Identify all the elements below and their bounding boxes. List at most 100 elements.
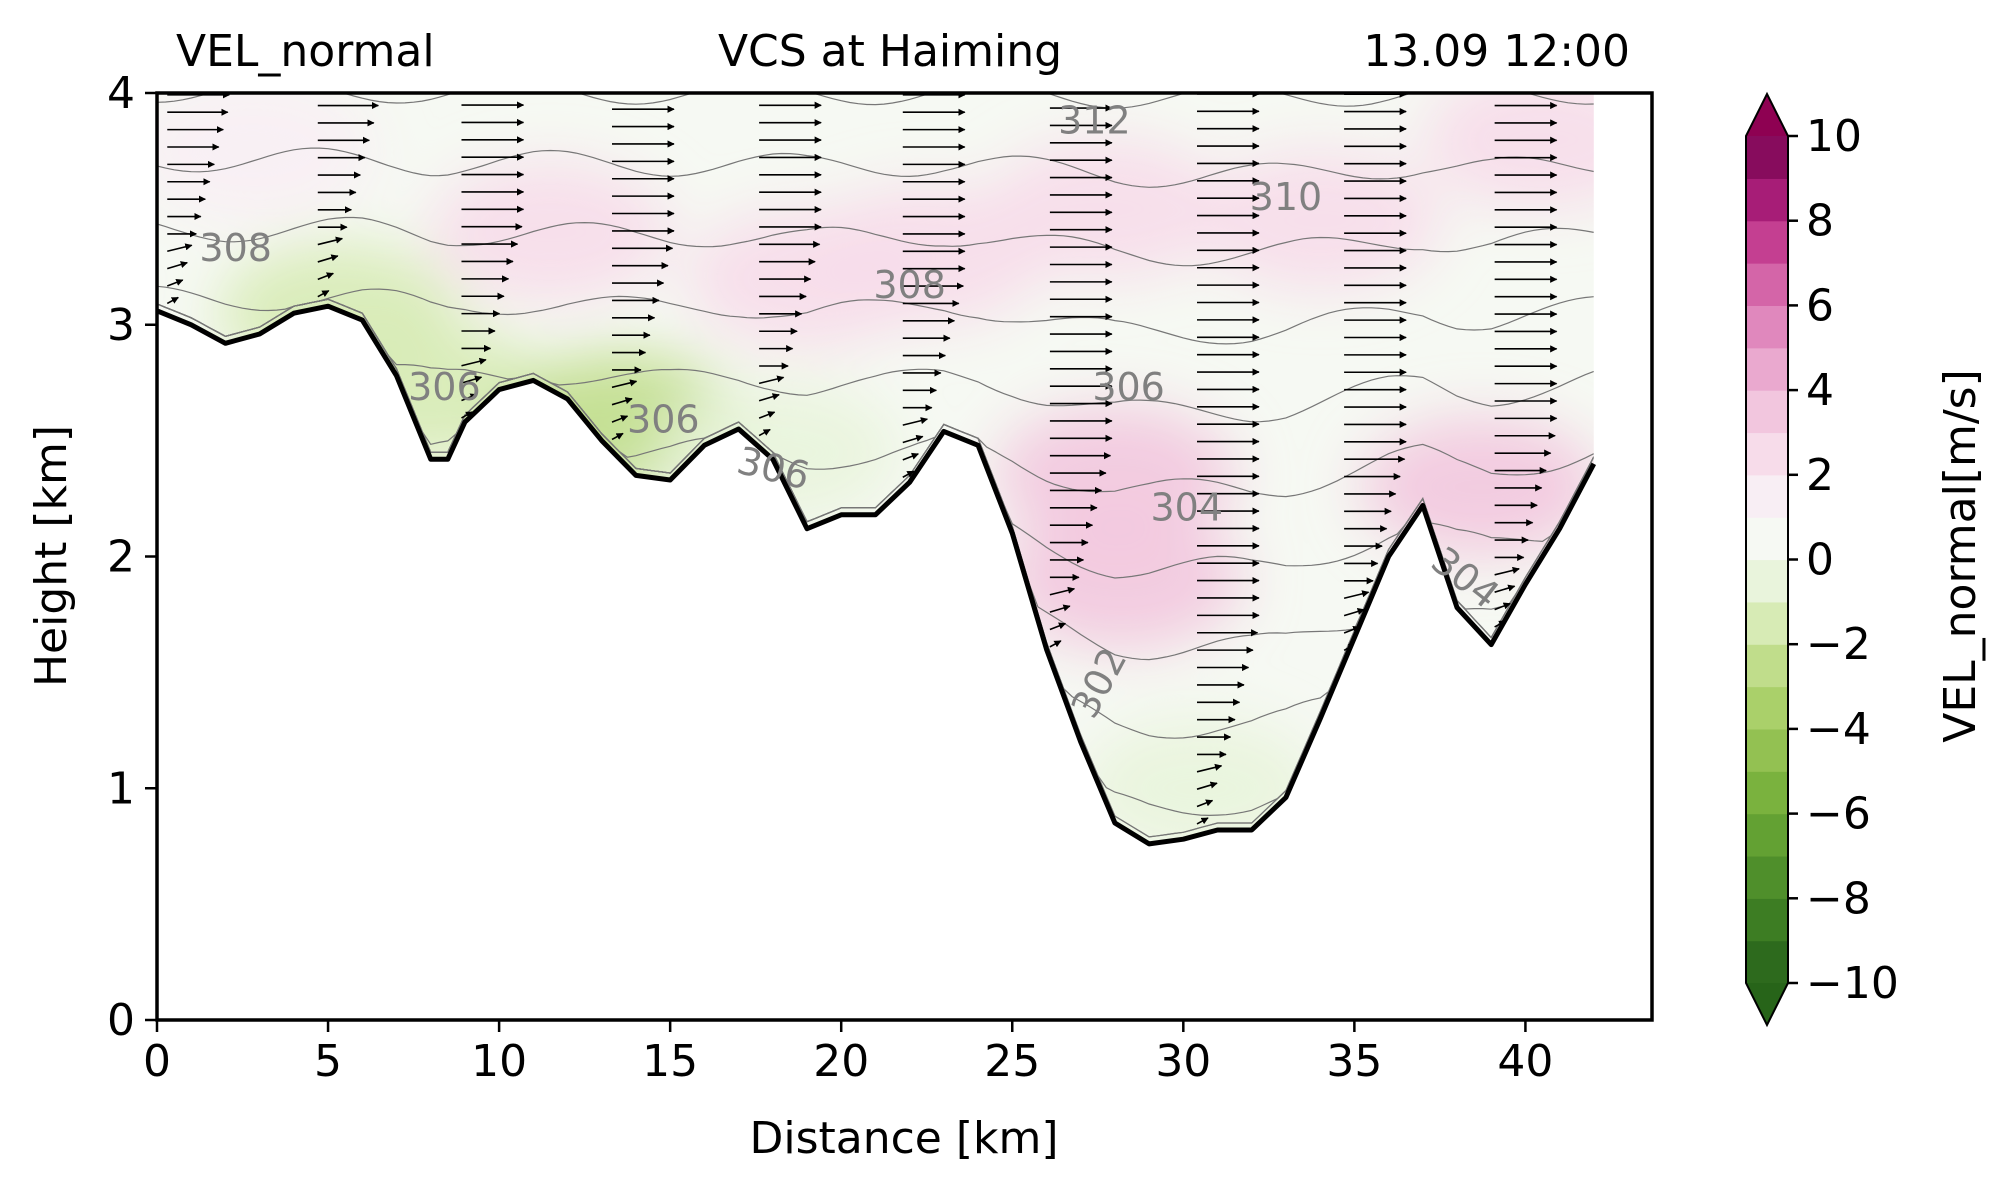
colorbar-segment — [1746, 263, 1788, 306]
isentrope-line — [157, 93, 1594, 109]
isentrope-label: 308 — [873, 263, 946, 307]
field-patch — [430, 162, 671, 303]
colorbar-segment — [1746, 220, 1788, 264]
x-tick-label: 40 — [1497, 1036, 1553, 1087]
timestamp-title: 13.09 12:00 — [1363, 26, 1630, 77]
y-tick-label: 1 — [107, 763, 135, 814]
field-patch — [1200, 150, 1441, 291]
colorbar-tick-label: −2 — [1806, 619, 1871, 670]
wind-vectors — [166, 93, 1558, 825]
plot-area — [157, 93, 1652, 1020]
colorbar-segment — [1746, 601, 1788, 645]
wind-arrow — [1494, 566, 1520, 576]
colorbar-segment — [1746, 771, 1788, 815]
field-patch — [1001, 509, 1242, 650]
wind-arrow — [611, 379, 638, 389]
wind-arrow — [461, 393, 478, 402]
wind-arrow — [902, 434, 924, 444]
terrain-line — [157, 303, 1597, 847]
wind-arrow — [1196, 817, 1209, 825]
wind-arrow — [611, 432, 624, 441]
x-axis-label: Distance [km] — [749, 1113, 1058, 1164]
wind-arrow — [1049, 586, 1076, 596]
field-patch — [806, 185, 1047, 326]
wind-arrow — [758, 428, 771, 437]
colorbar-tick-label: −4 — [1806, 704, 1871, 755]
colorbar-segment — [1746, 432, 1788, 476]
wind-arrow — [167, 261, 188, 270]
wind-arrow — [1494, 584, 1516, 593]
colorbar-tick-label: 10 — [1806, 111, 1862, 162]
x-tick-label: 20 — [813, 1036, 869, 1087]
colorbar-segment — [1746, 728, 1788, 772]
isentrope-label: 312 — [1058, 99, 1131, 143]
x-tick-label: 10 — [471, 1036, 527, 1087]
y-tick-label: 0 — [107, 995, 135, 1046]
isentrope-line — [157, 298, 1595, 498]
chart-title: VCS at Haiming — [718, 26, 1062, 77]
terrain-mask — [157, 93, 1652, 1020]
wind-arrow — [1049, 622, 1067, 631]
colorbar-tick-label: −10 — [1806, 958, 1899, 1009]
wind-arrow — [1343, 608, 1365, 617]
isentrope-line — [157, 216, 1594, 267]
colorbar-segment — [1746, 559, 1788, 603]
colorbar-tick-label: 4 — [1806, 365, 1834, 416]
isentrope-label: 306 — [1092, 365, 1165, 409]
colorbar-segment — [1746, 347, 1788, 391]
y-tick-label: 3 — [107, 300, 135, 351]
wind-arrow — [758, 393, 780, 402]
wind-arrow — [461, 357, 487, 367]
x-tick-label: 0 — [143, 1036, 171, 1087]
y-tick-label: 4 — [107, 68, 135, 119]
colorbar: −10 −8 −6 −4 −2 0 2 4 6 8 10 — [1745, 91, 1899, 1028]
colorbar-tick-label: −8 — [1806, 873, 1871, 924]
wind-arrow — [317, 254, 339, 263]
colorbar-tick-label: 6 — [1806, 280, 1834, 331]
colorbar-tick-label: 0 — [1806, 535, 1834, 586]
field-patch — [994, 405, 1235, 546]
wind-arrow — [166, 296, 179, 305]
colorbar-tick-label: 2 — [1806, 450, 1834, 501]
colorbar-segment — [1746, 940, 1788, 984]
wind-arrow — [317, 236, 343, 246]
colorbar-segment — [1746, 855, 1788, 899]
colorbar-extend-min — [1746, 983, 1788, 1025]
wind-arrow — [1049, 640, 1062, 648]
wind-arrow — [902, 470, 915, 478]
wind-arrow — [758, 375, 785, 385]
y-tick-label: 2 — [107, 532, 135, 583]
wind-arrow — [1049, 604, 1071, 613]
wind-arrow — [461, 375, 483, 384]
wind-arrow — [317, 290, 330, 298]
colorbar-segment — [1746, 517, 1788, 561]
wind-arrow — [611, 397, 633, 406]
wind-arrow — [902, 452, 919, 461]
wind-arrow — [902, 417, 928, 426]
isentrope-line — [157, 298, 1595, 423]
isentrope-label: 304 — [1150, 486, 1223, 530]
wind-arrow — [1343, 590, 1370, 599]
wind-arrow — [317, 272, 334, 281]
y-axis-ticks: 0 1 2 3 4 — [107, 68, 157, 1046]
isentrope-label: 306 — [408, 365, 481, 409]
isentrope-label: 310 — [1250, 175, 1323, 219]
field-name-title: VEL_normal — [176, 26, 435, 77]
colorbar-segment — [1746, 686, 1788, 730]
isentrope-label: 306 — [627, 398, 700, 442]
colorbar-extend-max — [1746, 94, 1788, 136]
colorbar-segment — [1746, 136, 1788, 179]
x-tick-label: 35 — [1326, 1036, 1382, 1087]
wind-arrow — [167, 243, 193, 253]
x-tick-label: 30 — [1155, 1036, 1211, 1087]
x-axis-ticks: 0 5 10 15 20 25 30 35 40 — [143, 1020, 1553, 1087]
colorbar-segment — [1746, 644, 1788, 688]
wind-arrow — [1494, 602, 1511, 611]
colorbar-segment — [1746, 178, 1788, 222]
x-tick-label: 15 — [642, 1036, 698, 1087]
colorbar-segment — [1746, 390, 1788, 434]
x-tick-label: 25 — [984, 1036, 1040, 1087]
wind-arrow — [1196, 799, 1214, 808]
isentrope-line — [157, 147, 1594, 188]
